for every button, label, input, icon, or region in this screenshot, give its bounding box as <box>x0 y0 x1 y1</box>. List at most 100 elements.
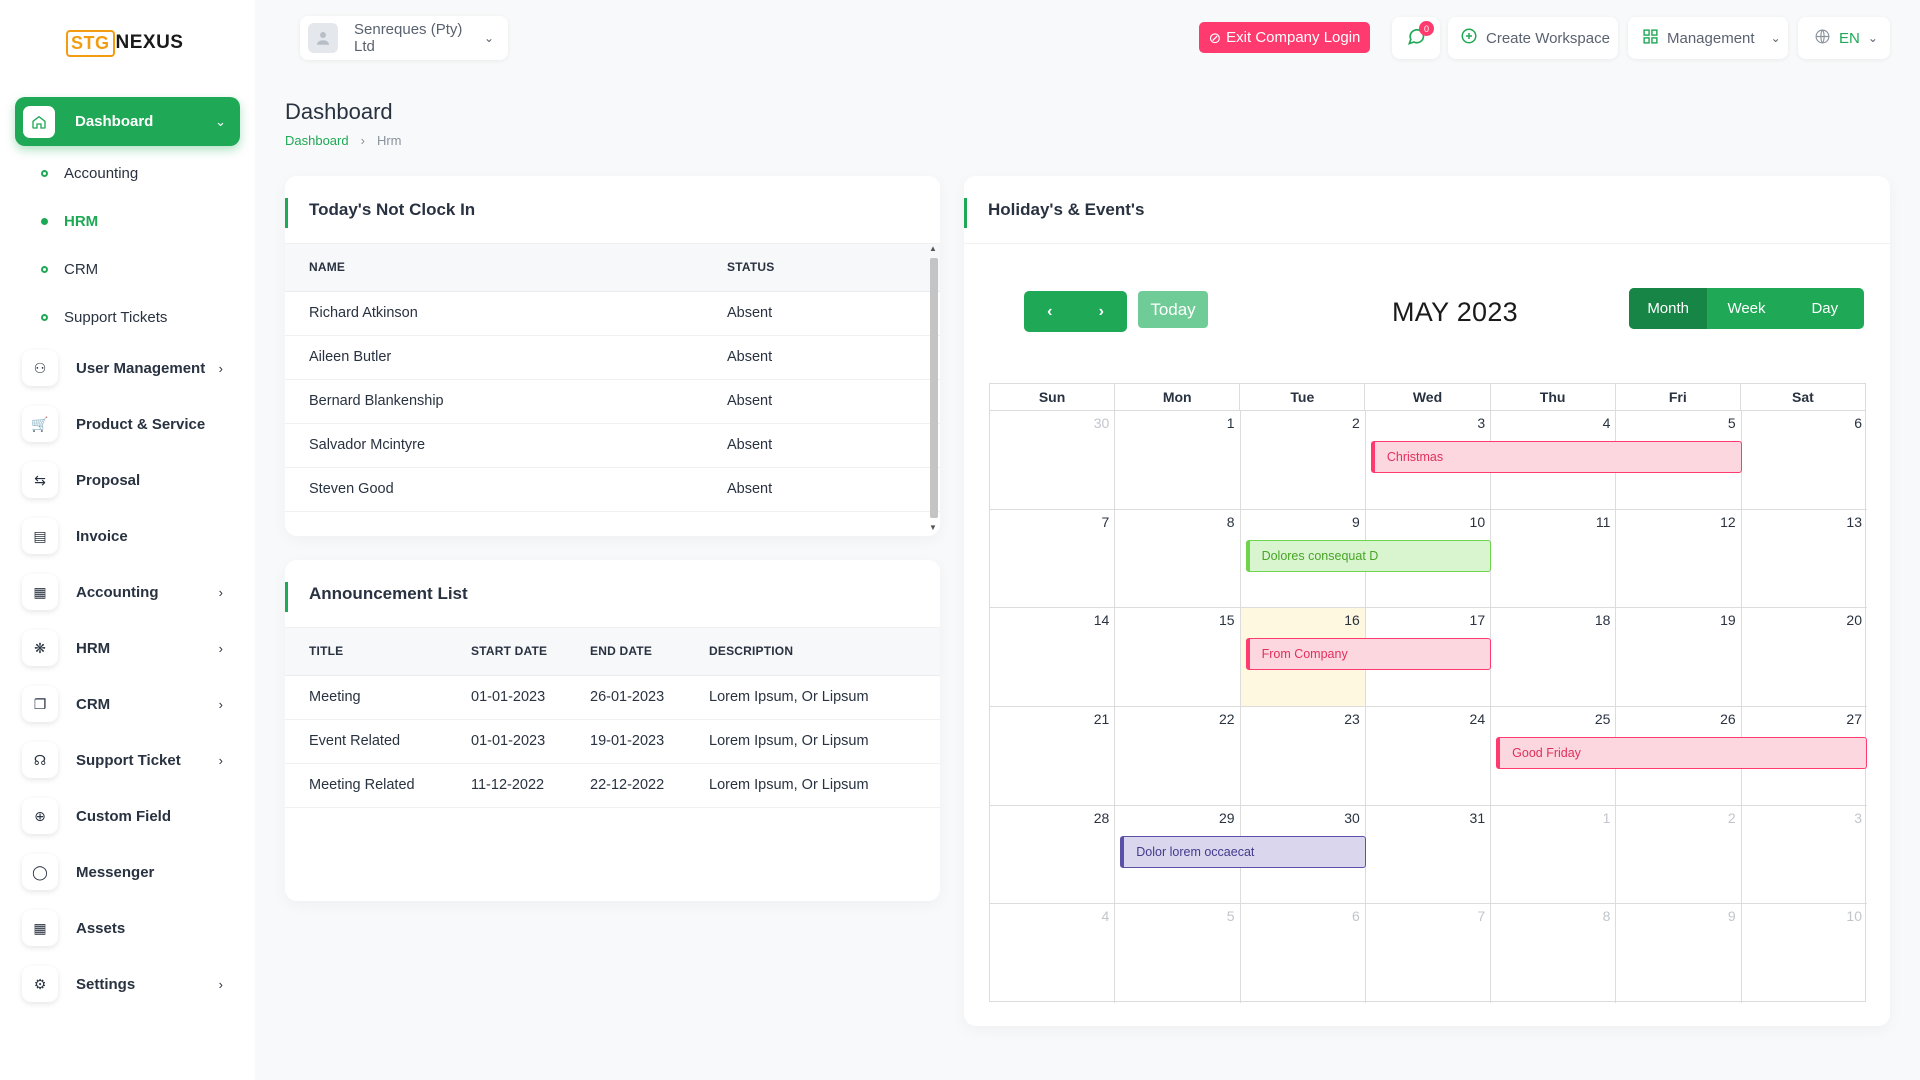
calendar-day-cell[interactable]: 8 <box>1491 904 1617 1003</box>
calendar-day-cell[interactable]: 19 <box>1616 608 1742 707</box>
calendar-day-cell[interactable]: 18 <box>1491 608 1617 707</box>
sidebar-subitem-accounting[interactable]: Accounting <box>0 155 255 191</box>
table-scrollbar[interactable]: ▲ ▼ <box>928 244 938 532</box>
view-day-button[interactable]: Day <box>1811 300 1839 317</box>
day-number: 30 <box>1344 809 1360 826</box>
breadcrumb-item-dashboard[interactable]: Dashboard <box>285 133 349 148</box>
chat-icon: ◯ <box>22 854 58 890</box>
calendar-day-cell[interactable]: 8 <box>1115 509 1241 609</box>
day-number: 3 <box>1854 809 1862 826</box>
company-selector[interactable]: Senreques (Pty) Ltd ⌄ <box>300 16 508 60</box>
sidebar-item-assets[interactable]: ▦ Assets <box>0 906 255 950</box>
weekday-wed: Wed <box>1365 384 1491 410</box>
calendar-day-cell[interactable]: 14 <box>990 608 1116 707</box>
sidebar-item-label: Assets <box>76 919 126 937</box>
language-dropdown[interactable]: EN ⌄ <box>1798 17 1890 59</box>
calendar-day-cell[interactable]: 6 <box>1241 904 1366 1003</box>
chevron-down-icon: ⌄ <box>483 31 494 45</box>
app-logo[interactable]: STG NEXUS <box>66 28 183 58</box>
calendar-event[interactable]: Christmas <box>1370 441 1742 473</box>
day-number: 3 <box>1477 415 1486 431</box>
management-dropdown[interactable]: Management ⌄ <box>1628 17 1788 59</box>
sidebar-item-hrm[interactable]: ❋ HRM › <box>0 626 255 670</box>
calendar-day-cell[interactable]: 1 <box>1115 411 1241 510</box>
sidebar-subitem-hrm[interactable]: HRM <box>0 203 255 239</box>
next-month-button[interactable]: › <box>1076 291 1128 332</box>
calendar-day-cell[interactable]: 31 <box>1365 805 1492 905</box>
calendar-day-cell[interactable]: 7 <box>990 509 1116 609</box>
view-month-button[interactable]: Month <box>1629 288 1708 329</box>
calendar-day-cell[interactable]: 1 <box>1491 805 1617 905</box>
day-number: 25 <box>1594 711 1611 727</box>
end-date-cell: 26-01-2023 <box>566 675 685 720</box>
scroll-up-icon[interactable]: ▲ <box>929 244 937 253</box>
sidebar-item-custom-field[interactable]: ⊕ Custom Field <box>0 794 255 838</box>
sidebar-subitem-support-tickets[interactable]: Support Tickets <box>0 299 255 335</box>
day-number: 13 <box>1846 513 1862 530</box>
weekday-tue: Tue <box>1240 384 1366 410</box>
calendar-day-cell[interactable]: 12 <box>1616 509 1742 609</box>
sidebar-item-dashboard[interactable]: Dashboard ⌄ <box>15 97 240 146</box>
calendar-day-cell[interactable]: 28 <box>990 805 1116 905</box>
sidebar-item-messenger[interactable]: ◯ Messenger <box>0 850 255 894</box>
calendar-day-cell[interactable]: 4 <box>990 904 1116 1003</box>
calendar-day-cell[interactable]: 2 <box>1240 411 1366 510</box>
scroll-down-icon[interactable]: ▼ <box>929 523 937 532</box>
sidebar-item-settings[interactable]: ⚙ Settings › <box>0 962 255 1006</box>
calendar-day-cell[interactable]: 11 <box>1491 509 1617 609</box>
calendar-day-cell[interactable]: 30 <box>990 411 1116 510</box>
day-number: 6 <box>1854 415 1862 431</box>
calendar-day-cell[interactable]: 6 <box>1741 411 1867 510</box>
scrollbar-thumb[interactable] <box>930 258 938 518</box>
calendar-day-cell[interactable]: 2 <box>1616 805 1742 905</box>
description-cell: Lorem Ipsum, Or Lipsum <box>685 719 940 764</box>
calendar-day-cell[interactable]: 24 <box>1365 707 1492 806</box>
sidebar-item-label: Accounting <box>76 583 159 601</box>
calendar-day-cell[interactable]: 5 <box>1115 904 1241 1003</box>
weekday-mon: Mon <box>1115 384 1241 410</box>
calendar-event[interactable]: From Company <box>1245 638 1492 671</box>
company-name: Senreques (Pty) Ltd <box>354 21 463 55</box>
calendar-event[interactable]: Dolor lorem occaecat <box>1120 835 1366 868</box>
calendar-day-cell[interactable]: 3 <box>1741 806 1867 905</box>
not-clock-in-title: Today's Not Clock In <box>285 176 940 244</box>
day-number: 23 <box>1344 711 1360 727</box>
weekday-fri: Fri <box>1616 384 1741 410</box>
day-number: 26 <box>1720 711 1736 727</box>
calendar-day-cell[interactable]: 7 <box>1366 904 1492 1003</box>
day-number: 9 <box>1352 513 1360 530</box>
management-label: Management <box>1667 29 1755 47</box>
day-number: 10 <box>1469 513 1486 530</box>
calendar-day-cell[interactable]: 10 <box>1742 904 1867 1003</box>
sidebar-item-invoice[interactable]: ▤ Invoice <box>0 514 255 558</box>
sidebar-item-support-ticket[interactable]: ☊ Support Ticket › <box>0 738 255 782</box>
employee-name: Aileen Butler <box>285 335 703 380</box>
announcement-card: Announcement List TITLE START DATE END D… <box>285 560 940 901</box>
calendar-event[interactable]: Good Friday <box>1496 737 1867 769</box>
exit-company-login-button[interactable]: ⊘ Exit Company Login <box>1199 22 1370 53</box>
sidebar-item-proposal[interactable]: ⇆ Proposal <box>0 458 255 502</box>
calendar-day-cell[interactable]: 9 <box>1616 904 1742 1003</box>
calendar-event[interactable]: Dolores consequat D <box>1245 539 1492 572</box>
today-button[interactable]: Today <box>1138 291 1208 328</box>
calendar-day-cell[interactable]: 15 <box>1115 608 1241 707</box>
sidebar-item-user-management[interactable]: ⚇ User Management › <box>0 346 255 390</box>
message-count-badge: 0 <box>1419 21 1434 36</box>
calendar-day-cell[interactable]: 23 <box>1240 707 1366 806</box>
calendar-day-cell[interactable]: 27 <box>1741 707 1867 806</box>
sidebar-item-crm[interactable]: ❐ CRM › <box>0 682 255 726</box>
sidebar-subitem-label: CRM <box>64 260 99 278</box>
calendar-day-cell[interactable]: 20 <box>1741 608 1867 707</box>
create-workspace-button[interactable]: Create Workspace <box>1448 17 1618 59</box>
sidebar: STG NEXUS Dashboard ⌄ Accounting HRM CRM Su… <box>0 0 255 1080</box>
view-week-button[interactable]: Week <box>1727 300 1766 317</box>
sidebar-subitem-crm[interactable]: CRM <box>0 251 255 287</box>
sidebar-item-product-service[interactable]: 🛒 Product & Service <box>0 402 255 446</box>
calendar-day-cell[interactable]: 22 <box>1115 707 1241 806</box>
messages-button[interactable]: 0 <box>1392 17 1440 59</box>
prev-month-button[interactable]: ‹ <box>1024 291 1076 332</box>
sidebar-item-accounting[interactable]: ▦ Accounting › <box>0 570 255 614</box>
calendar-day-cell[interactable]: 13 <box>1741 510 1867 609</box>
calendar-day-cell[interactable]: 21 <box>990 707 1116 806</box>
day-number: 20 <box>1846 612 1862 629</box>
